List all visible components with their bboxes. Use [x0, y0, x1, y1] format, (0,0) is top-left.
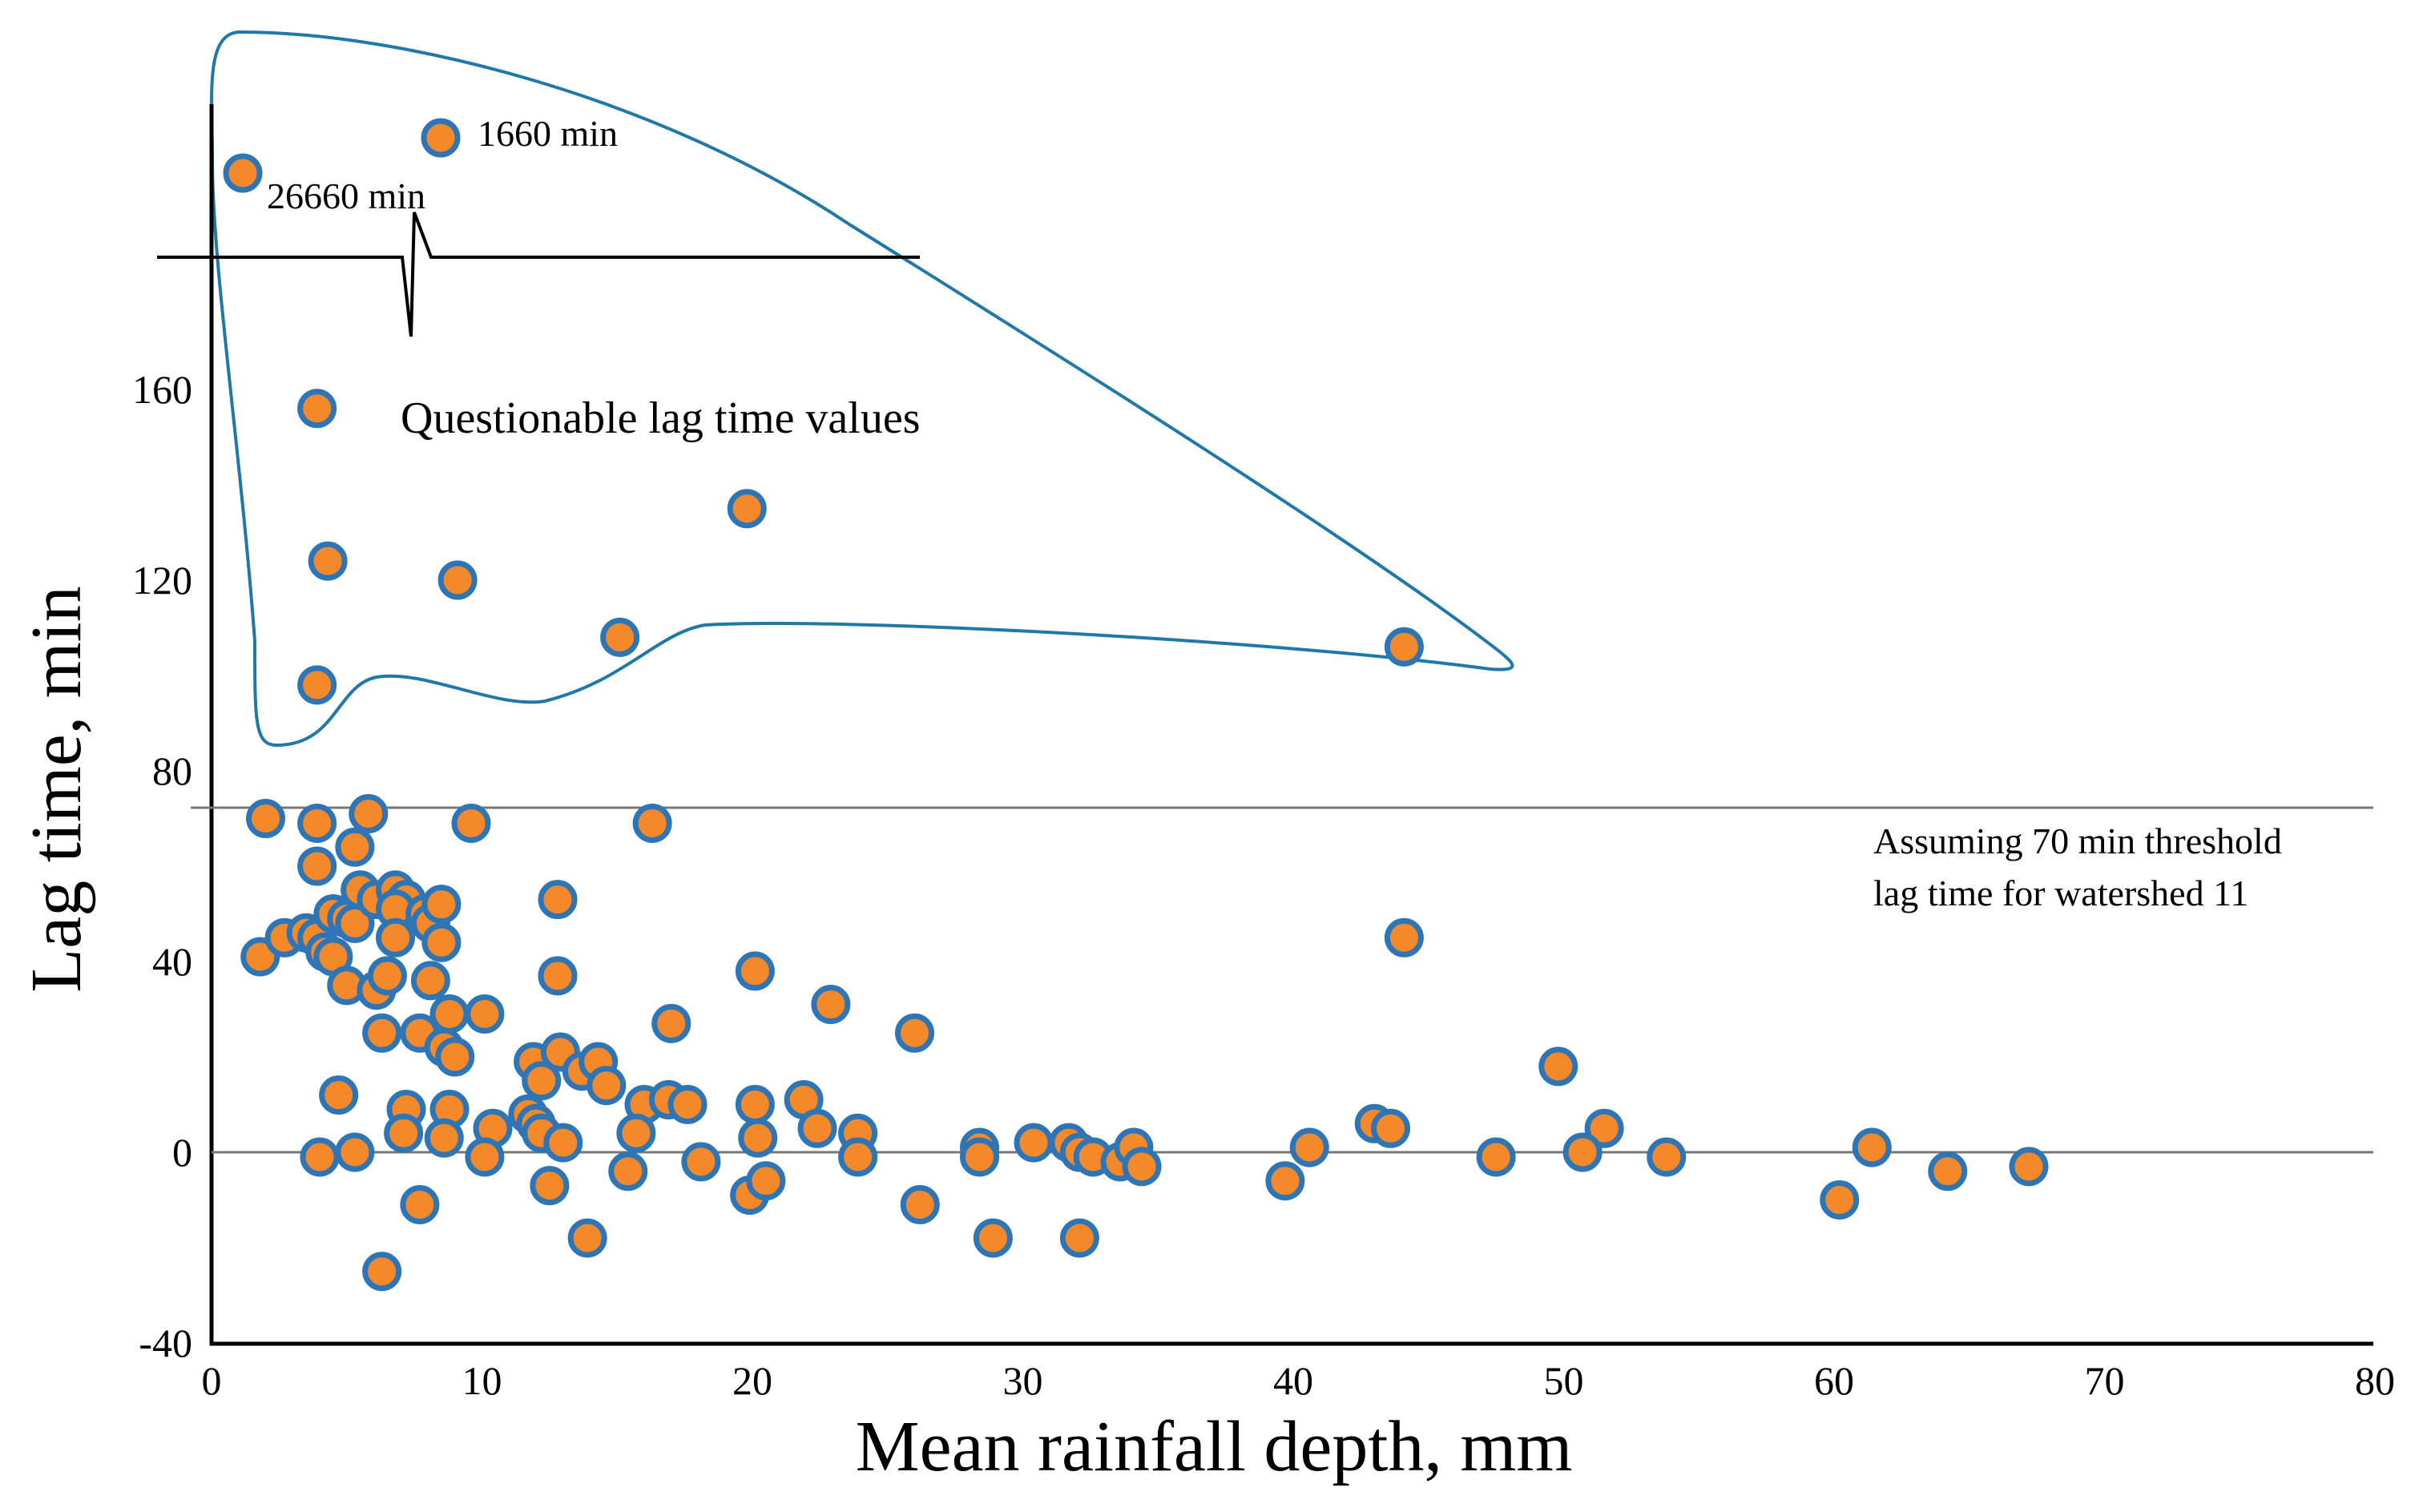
- questionable-data-point: [297, 665, 337, 705]
- x-tick-label: 50: [1544, 1358, 1584, 1403]
- x-tick-label: 40: [1273, 1358, 1313, 1403]
- data-point: [421, 922, 462, 962]
- broken-axis-point-1660: [421, 118, 461, 158]
- data-point: [608, 1151, 648, 1191]
- questionable-region-outline: [210, 30, 1514, 748]
- data-point: [421, 885, 462, 925]
- x-axis-title: Mean rainfall depth, mm: [856, 1407, 1573, 1486]
- data-point: [2009, 1147, 2049, 1187]
- data-point: [400, 1184, 440, 1224]
- data-point: [1584, 1108, 1624, 1148]
- x-tick-label: 60: [1814, 1358, 1854, 1403]
- broken-point-label-1660: 1660 min: [478, 113, 618, 154]
- data-point: [522, 1061, 562, 1101]
- data-point: [465, 994, 505, 1034]
- data-point: [960, 1137, 999, 1177]
- data-point: [667, 1085, 708, 1124]
- data-point: [1476, 1137, 1516, 1177]
- data-point: [1647, 1137, 1687, 1177]
- threshold-label-line1: Assuming 70 min threshold: [1873, 821, 2282, 861]
- x-tick-label: 20: [732, 1358, 772, 1403]
- questionable-label: Questionable lag time values: [401, 393, 920, 443]
- data-point: [1122, 1147, 1162, 1187]
- data-point: [1289, 1127, 1329, 1167]
- data-point: [376, 917, 415, 958]
- questionable-data-point: [727, 489, 767, 529]
- data-point: [735, 951, 775, 991]
- data-point: [1059, 1218, 1099, 1258]
- data-point: [838, 1137, 878, 1177]
- x-tick-label: 30: [1003, 1358, 1043, 1403]
- y-axis-title: Lag time, min: [17, 586, 96, 992]
- data-point: [632, 803, 672, 843]
- data-point: [300, 1137, 340, 1177]
- x-tick-label: 0: [202, 1358, 222, 1403]
- data-point: [538, 880, 578, 920]
- data-point: [616, 1113, 656, 1153]
- data-point: [1820, 1180, 1860, 1220]
- data-point: [530, 1166, 570, 1206]
- broken-axis-line: [157, 212, 920, 337]
- data-point: [349, 794, 389, 834]
- y-tick-label: 80: [152, 748, 192, 793]
- data-point: [1538, 1046, 1578, 1087]
- y-tick-label: 0: [172, 1130, 192, 1175]
- broken-point-label-26660: 26660 min: [267, 175, 425, 216]
- x-tick-label: 80: [2355, 1358, 2395, 1403]
- data-point: [451, 803, 491, 843]
- data-point: [297, 803, 337, 843]
- data-point: [811, 985, 851, 1025]
- data-point: [738, 1118, 778, 1158]
- questionable-data-point: [308, 541, 348, 581]
- data-point: [1928, 1151, 1968, 1191]
- questionable-data-point: [297, 389, 337, 429]
- data-point: [1265, 1161, 1305, 1201]
- data-point: [435, 1037, 475, 1077]
- data-point: [567, 1218, 607, 1258]
- data-point: [651, 1003, 691, 1043]
- y-tick-label: 120: [132, 558, 192, 603]
- data-point: [587, 1066, 627, 1106]
- x-tick-label: 70: [2085, 1358, 2125, 1403]
- data-point: [362, 1252, 402, 1292]
- data-point: [335, 1132, 375, 1172]
- broken-axis-point-26660: [223, 153, 263, 193]
- data-point: [900, 1184, 940, 1224]
- questionable-data-point: [437, 560, 478, 600]
- x-tick-label: 10: [462, 1358, 502, 1403]
- data-point: [335, 827, 375, 867]
- y-tick-label: 40: [152, 939, 192, 984]
- data-point: [1852, 1127, 1892, 1167]
- data-point: [746, 1161, 786, 1201]
- questionable-data-point: [1384, 627, 1424, 667]
- data-point: [1014, 1123, 1054, 1163]
- data-point: [465, 1137, 505, 1177]
- data-point: [319, 1075, 359, 1115]
- data-point: [246, 799, 285, 838]
- data-point: [681, 1142, 721, 1182]
- data-point: [797, 1108, 837, 1148]
- data-point: [1562, 1132, 1603, 1172]
- threshold-label-line2: lag time for watershed 11: [1873, 873, 2248, 913]
- data-point: [543, 1123, 583, 1163]
- data-point: [297, 846, 337, 886]
- data-point: [1371, 1108, 1410, 1148]
- data-point: [1384, 917, 1424, 958]
- y-tick-label: -40: [139, 1320, 192, 1365]
- y-tick-label: 160: [132, 367, 192, 412]
- data-point: [384, 1113, 424, 1153]
- data-point: [735, 1085, 775, 1124]
- data-point: [410, 961, 450, 1001]
- data-point: [424, 1118, 464, 1158]
- data-point: [538, 956, 578, 996]
- data-point: [895, 1013, 934, 1053]
- data-point: [973, 1218, 1013, 1258]
- questionable-data-point: [600, 617, 640, 657]
- data-point: [367, 956, 407, 996]
- data-point: [362, 1013, 402, 1053]
